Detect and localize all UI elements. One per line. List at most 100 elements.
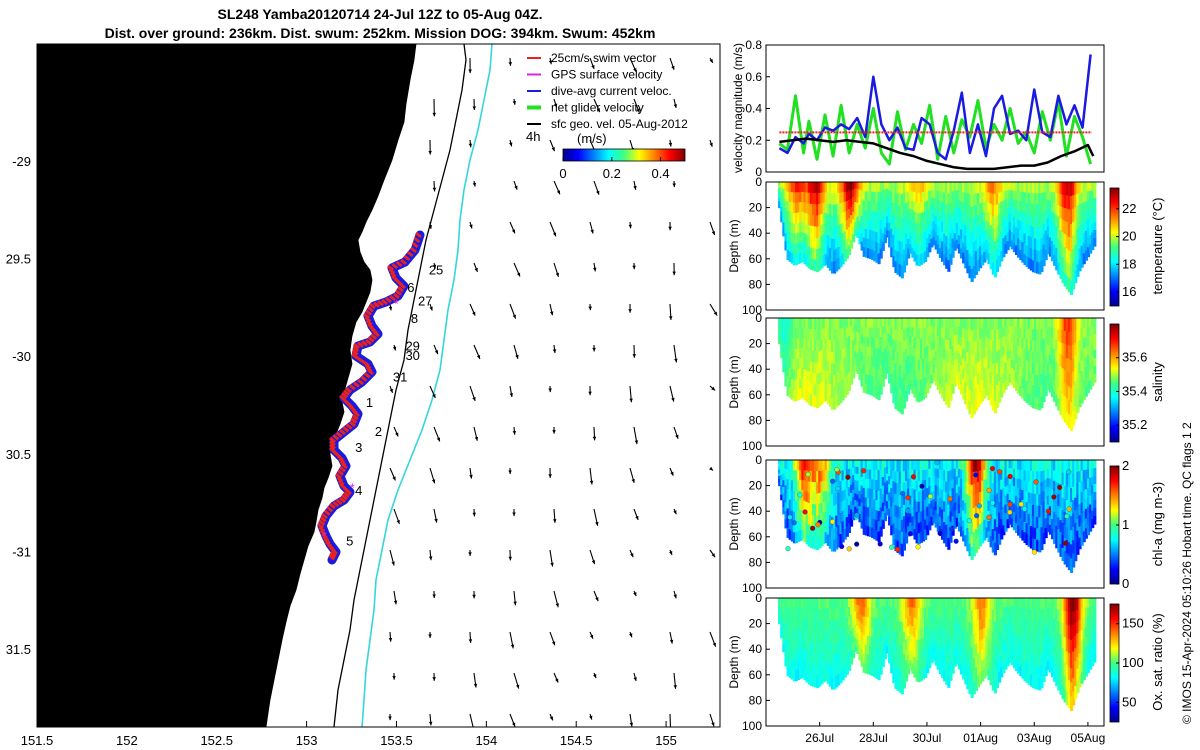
section-cell [985,239,989,251]
section-cell [1044,191,1048,202]
section-cell [896,678,900,691]
section-cell [1089,371,1093,381]
section-cell [875,470,879,481]
section-cell [1076,193,1080,207]
section-cell [1023,369,1027,381]
section-cell [885,324,890,333]
section-cell [871,479,875,490]
section-cell [862,506,866,517]
section-cell [1070,252,1074,267]
section-cell [1057,250,1061,264]
section-cell [1023,379,1027,391]
section-cell [1006,224,1010,234]
section-cell [782,351,786,359]
section-cell [790,520,794,532]
section-cell [1044,489,1048,500]
section-cell [1008,182,1012,191]
section-cell [1012,190,1017,200]
section-cell [835,609,839,621]
section-cell [860,494,864,504]
section-cell [959,507,964,518]
section-cell [962,500,966,512]
section-cell [953,182,957,192]
section-cell [1027,393,1031,405]
section-cell [805,234,809,246]
section-cell [1070,332,1074,347]
section-cell [1014,345,1019,355]
section-cell [814,193,818,205]
section-cell [839,224,843,236]
section-cell [856,182,860,190]
section-cell [807,651,811,664]
section-cell [1084,376,1088,387]
section-cell [968,253,972,267]
section-cell [953,369,957,379]
section-cell [1004,513,1008,523]
section-cell [968,460,972,473]
section-cell [845,460,849,471]
section-cell [902,249,907,262]
section-cell [1057,216,1061,229]
section-cell [845,327,849,338]
section-cell [820,630,824,642]
section-cell [1065,344,1069,359]
section-cell [778,182,782,186]
section-cell [883,620,887,629]
map-x-ticks: 151.5 152 152.5 153 153.5 154 154.5 155 [21,721,677,748]
section-cell [953,623,957,633]
section-cell [1057,528,1061,542]
section-cell [957,326,962,337]
section-cell [1050,337,1055,349]
section-cell [987,328,991,339]
section-cell [1036,460,1040,472]
section-cell [928,477,932,487]
section-cell [1014,363,1019,373]
section-cell [1063,511,1067,526]
section-cell [1027,503,1031,515]
section-cell [847,227,852,237]
section-cell [780,627,784,634]
section-cell [911,318,915,328]
section-cell [856,604,860,613]
section-cell [1053,349,1057,361]
section-cell [788,367,792,379]
section-cell [921,192,926,203]
section-cell [991,239,995,252]
section-cell [998,481,1002,493]
section-cell [1027,470,1031,483]
section-cell [797,460,801,471]
section-cell [801,617,805,629]
section-cell [847,478,852,488]
section-cell [788,617,792,629]
section-cell [1089,468,1093,479]
section-cell [947,362,951,375]
section-cell [985,201,989,212]
section-cell [803,608,807,620]
section-cell [915,318,919,329]
section-cell [792,390,797,402]
section-cell [974,375,978,388]
swim-vector-mark [373,301,380,308]
section-cell [900,229,904,243]
section-cell [866,229,871,240]
section-cell [862,644,866,655]
section-cell [847,327,852,337]
section-cell [864,219,868,230]
section-cell [904,233,909,245]
section-cell [959,336,964,348]
section-cell [890,506,894,517]
map-x-tick-label: 154.5 [560,733,593,748]
section-cell [1044,201,1048,212]
section-cell [921,252,926,264]
section-cell [962,222,966,234]
section-cell [784,623,788,633]
section-cell [833,654,837,667]
section-cell [873,367,877,378]
section-cell [976,609,981,621]
section-cell [837,503,841,515]
section-cell [860,598,864,608]
section-cell [780,182,784,188]
section-cell [1063,550,1067,565]
section-cell [949,338,953,350]
section-cell [845,384,849,395]
